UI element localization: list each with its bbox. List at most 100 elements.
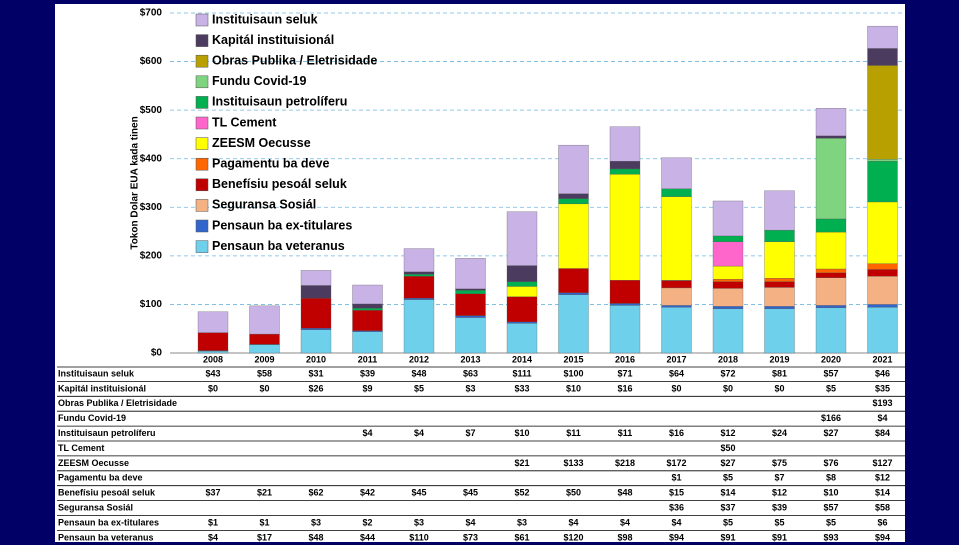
bar-segment bbox=[558, 292, 589, 295]
legend-label: Obras Publika / Eletrisidade bbox=[212, 53, 377, 67]
bar-segment bbox=[558, 203, 589, 269]
bar-segment bbox=[455, 315, 486, 318]
bar-segment bbox=[197, 332, 229, 351]
bar-segment bbox=[506, 321, 538, 324]
bar-segment bbox=[403, 299, 435, 354]
bar-segment bbox=[609, 174, 641, 281]
y-tick-label: $400 bbox=[140, 153, 163, 164]
table-cell: $62 bbox=[308, 488, 323, 498]
table-cell: $52 bbox=[514, 488, 529, 498]
bar-segment bbox=[558, 193, 589, 199]
table-cell: $120 bbox=[563, 532, 583, 542]
table-cell: $3 bbox=[311, 517, 321, 527]
table-cell: $5 bbox=[723, 473, 733, 483]
bar-segment bbox=[712, 200, 744, 237]
bar-segment bbox=[300, 285, 332, 299]
table-cell: $11 bbox=[618, 428, 633, 438]
legend-swatch bbox=[195, 137, 209, 150]
table-row-label: Pensaun ba veteranus bbox=[58, 532, 154, 542]
bar-segment bbox=[712, 281, 744, 289]
table-cell: $100 bbox=[563, 368, 583, 378]
table-cell: $58 bbox=[875, 502, 890, 512]
table-cell: $3 bbox=[517, 517, 527, 527]
bar-segment bbox=[403, 248, 435, 273]
table-cell: $4 bbox=[620, 517, 630, 527]
table-cell: $9 bbox=[362, 383, 372, 393]
table-row-label: Instituisaun petrolíferu bbox=[58, 428, 156, 438]
table-cell: $5 bbox=[826, 517, 836, 527]
bar-segment bbox=[506, 323, 538, 354]
table-cell: $16 bbox=[669, 428, 684, 438]
bar-segment bbox=[455, 290, 486, 294]
table-cell: $15 bbox=[669, 488, 684, 498]
table-cell: $10 bbox=[566, 383, 581, 393]
table-cell: $45 bbox=[411, 488, 426, 498]
table-cell: $16 bbox=[617, 383, 632, 393]
x-tick-label: 2018 bbox=[718, 354, 738, 364]
table-cell: $4 bbox=[671, 517, 681, 527]
table-cell: $63 bbox=[463, 368, 478, 378]
bar-segment bbox=[661, 188, 692, 197]
bar-segment bbox=[661, 305, 692, 308]
x-tick-label: 2021 bbox=[872, 354, 892, 364]
bar-segment bbox=[455, 293, 486, 316]
bar-segment bbox=[558, 144, 589, 194]
y-tick-label: $300 bbox=[140, 202, 163, 213]
bar-segment bbox=[403, 271, 435, 275]
bar-segment bbox=[867, 159, 898, 162]
bar-segment bbox=[249, 305, 280, 335]
bar-segment bbox=[249, 333, 280, 345]
bar-segment bbox=[661, 280, 692, 289]
bar-segment bbox=[867, 263, 898, 270]
x-tick-label: 2012 bbox=[409, 354, 429, 364]
bar-segment bbox=[867, 304, 898, 308]
legend-label: Pagamentu ba deve bbox=[212, 156, 329, 170]
table-cell: $1 bbox=[259, 517, 269, 527]
x-tick-label: 2011 bbox=[358, 354, 378, 364]
table-cell: $3 bbox=[414, 517, 424, 527]
y-tick-label: $0 bbox=[151, 348, 163, 359]
table-cell: $5 bbox=[414, 383, 424, 393]
legend-swatch bbox=[195, 13, 209, 27]
table-cell: $39 bbox=[772, 502, 787, 512]
table-cell: $0 bbox=[259, 383, 269, 393]
bar-segment bbox=[300, 328, 332, 330]
table-cell: $72 bbox=[720, 368, 735, 378]
bar-segment bbox=[764, 306, 795, 309]
table-cell: $45 bbox=[463, 488, 478, 498]
bar-segment bbox=[300, 270, 332, 286]
table-cell: $57 bbox=[823, 502, 838, 512]
bar-segment bbox=[867, 48, 898, 66]
table-cell: $7 bbox=[774, 473, 784, 483]
legend-label: Instituisaun seluk bbox=[212, 12, 318, 26]
bar-segment bbox=[609, 168, 641, 175]
table-cell: $21 bbox=[257, 488, 272, 498]
table-cell: $24 bbox=[772, 428, 787, 438]
bar-segment bbox=[867, 276, 898, 305]
bar-segment bbox=[712, 279, 744, 282]
y-axis-label: Tokon Dolar EUA kada tinen bbox=[130, 116, 141, 249]
table-row-label: Fundu Covid-19 bbox=[58, 413, 126, 423]
legend-label: Seguransa Sosiál bbox=[212, 198, 316, 212]
table-cell: $12 bbox=[875, 473, 890, 483]
bar-segment bbox=[712, 265, 744, 280]
table-row-label: Seguransa Sosiál bbox=[58, 502, 133, 512]
bar-segment bbox=[403, 297, 435, 300]
legend-label: Benefísiu pesoál seluk bbox=[212, 177, 347, 191]
table-cell: $12 bbox=[720, 428, 735, 438]
table-cell: $64 bbox=[669, 368, 684, 378]
table-cell: $218 bbox=[615, 458, 635, 468]
bar-segment bbox=[661, 287, 692, 306]
x-tick-label: 2020 bbox=[821, 354, 841, 364]
legend-swatch bbox=[195, 240, 209, 253]
bar-segment bbox=[712, 308, 744, 354]
bar-segment bbox=[352, 308, 383, 311]
x-tick-label: 2010 bbox=[306, 354, 326, 364]
table-cell: $42 bbox=[360, 488, 375, 498]
bar-segment bbox=[300, 329, 332, 354]
bar-segment bbox=[661, 196, 692, 281]
table-cell: $94 bbox=[875, 532, 890, 542]
y-tick-label: $200 bbox=[140, 250, 163, 261]
table-cell: $35 bbox=[875, 383, 890, 393]
table-row-label: TL Cement bbox=[58, 443, 104, 453]
